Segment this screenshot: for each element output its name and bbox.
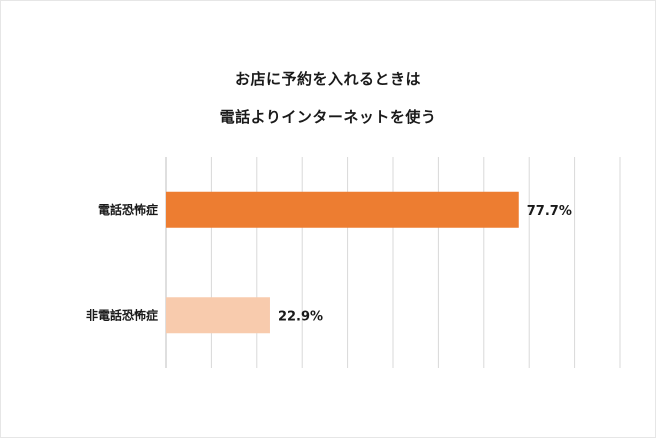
category-label: 電話恐怖症 [98,202,158,217]
data-label: 77.7% [527,204,572,219]
data-label: 22.9% [278,309,323,324]
bar [166,191,519,228]
chart-title-line-2: 電話よりインターネットを使う [219,108,437,126]
chart-title-line-1: お店に予約を入れるときは [234,70,421,88]
bar [166,297,270,334]
category-label: 非電話恐怖症 [86,307,158,322]
